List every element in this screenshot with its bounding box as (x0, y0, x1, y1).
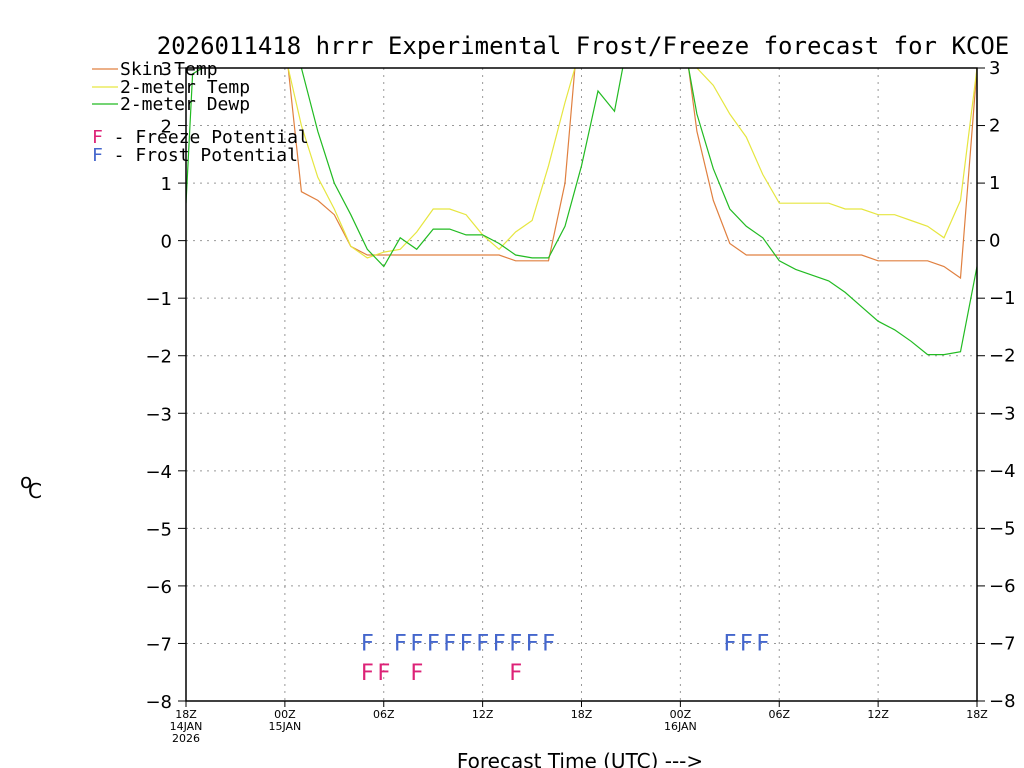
y-tick-label: −5 (145, 519, 172, 540)
legend-freeze-potential: F - Freeze Potential (92, 127, 309, 148)
series-line-2-meter-dewp (186, 68, 203, 204)
y-tick-label-right: 3 (989, 58, 1000, 79)
x-tick-label: 18Z (175, 708, 197, 721)
x-axis-label: Forecast Time (UTC) ---> (457, 749, 703, 768)
frost-flag: F (542, 631, 555, 656)
freeze-flag: F (410, 661, 423, 686)
legend-flag-text: - Freeze Potential (103, 127, 309, 148)
x-tick-label: 12Z (472, 708, 494, 721)
y-tick-label-right: 1 (989, 173, 1000, 194)
frost-flag: F (361, 631, 374, 656)
y-tick-label: 3 (161, 59, 172, 80)
series-line-skin-temp (688, 68, 977, 280)
y-tick-label-right: −4 (989, 461, 1016, 482)
frost-flag: F (460, 631, 473, 656)
y-axis-right: 3 2 1 0 −1 −2 −3 −4 −5 −6 −7 −8 (977, 58, 1016, 712)
frost-flag: F (476, 631, 489, 656)
legend-label-skin-temp: Skin Temp (120, 59, 218, 80)
y-tick-label: 0 (161, 232, 172, 253)
frost-flag: F (509, 631, 522, 656)
x-tick-date: 15JAN (268, 720, 301, 733)
x-tick-date: 16JAN (664, 720, 697, 733)
y-tick-label-right: −5 (989, 518, 1016, 539)
freeze-flag: F (361, 661, 374, 686)
y-tick-label: 2 (161, 117, 172, 138)
x-tick-date: 14JAN (170, 720, 203, 733)
x-tick-label: 00Z (274, 708, 296, 721)
x-tick-label: 00Z (670, 708, 692, 721)
series-line-2-meter-dewp (300, 68, 624, 268)
series-line-2-meter-temp (688, 68, 977, 239)
frost-flag: F (492, 631, 505, 656)
y-tick-label-right: 2 (989, 116, 1000, 137)
frost-flag: F (723, 631, 736, 656)
y-tick-label: 1 (161, 174, 172, 195)
frost-flag: F (394, 631, 407, 656)
y-axis-label-degree: o (20, 469, 32, 493)
y-tick-label: −3 (145, 404, 172, 425)
frost-flag: F (756, 631, 769, 656)
legend-label-2m-temp: 2-meter Temp (120, 77, 250, 98)
y-axis-label-unit: C (28, 479, 42, 503)
x-tick-label: 06Z (768, 708, 790, 721)
frost-flag: F (443, 631, 456, 656)
y-tick-label: −7 (145, 634, 172, 655)
legend-flag-letter: F (92, 145, 103, 166)
y-tick-label: −4 (145, 462, 172, 483)
frost-flag: F (410, 631, 423, 656)
frost-flag: F (740, 631, 753, 656)
y-axis-left: 3 2 1 0 −1 −2 −3 −4 −5 −6 −7 −8 (145, 59, 186, 713)
y-tick-label-right: −2 (989, 346, 1016, 367)
grid-lines (186, 68, 977, 701)
potential-flags: F F F F F F F F F F F F F FF F F F (361, 631, 770, 686)
freeze-flag: F (377, 661, 390, 686)
y-tick-label: −8 (145, 692, 172, 713)
legend-label-2m-dewp: 2-meter Dewp (120, 94, 250, 115)
y-tick-label-right: 0 (989, 231, 1000, 252)
legend-frost-potential: F - Frost Potential (92, 145, 298, 166)
series-line-skin-temp (287, 68, 576, 262)
y-axis-label: o C (20, 469, 42, 503)
y-tick-label-right: −8 (989, 691, 1016, 712)
series-layer (186, 68, 977, 356)
y-tick-label-right: −7 (989, 633, 1016, 654)
y-tick-label-right: −6 (989, 576, 1016, 597)
legend-flag-letter: F (92, 127, 103, 148)
freeze-flag: F (509, 661, 522, 686)
y-tick-label-right: −1 (989, 288, 1016, 309)
legend: Skin Temp 2-meter Temp 2-meter Dewp F - … (92, 59, 309, 166)
series-line-2-meter-temp (287, 68, 576, 259)
frost-flag: F (525, 631, 538, 656)
series-line-2-meter-dewp (688, 68, 977, 356)
y-tick-label: −2 (145, 347, 172, 368)
x-tick-label: 12Z (867, 708, 889, 721)
y-tick-label: −6 (145, 577, 172, 598)
y-tick-label-right: −3 (989, 403, 1016, 424)
x-tick-year: 2026 (172, 732, 200, 745)
y-tick-label: −1 (145, 289, 172, 310)
x-tick-label: 18Z (571, 708, 593, 721)
frost-flag: F (427, 631, 440, 656)
x-tick-label: 18Z (966, 708, 988, 721)
chart-title: 2026011418 hrrr Experimental Frost/Freez… (157, 32, 1010, 60)
x-tick-label: 06Z (373, 708, 395, 721)
legend-flag-text: - Frost Potential (103, 145, 298, 166)
